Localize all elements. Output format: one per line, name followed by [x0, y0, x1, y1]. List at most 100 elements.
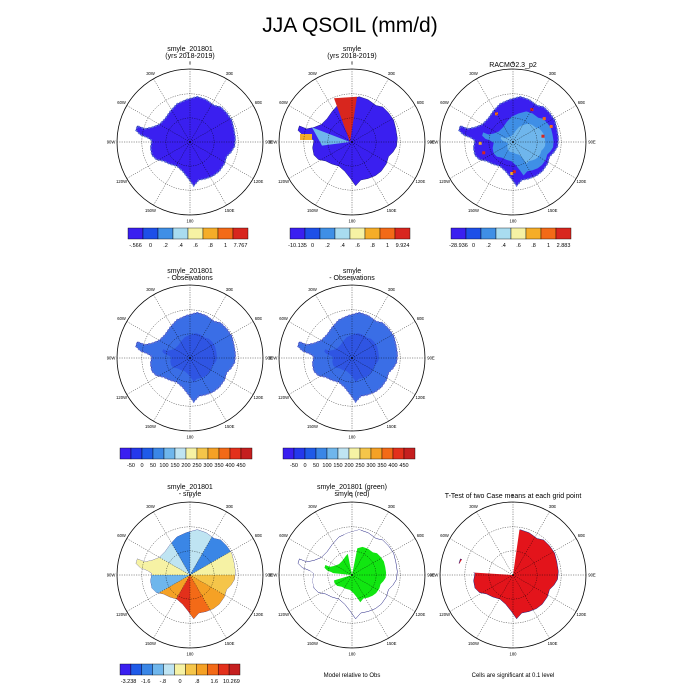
panel-title-line: smyle (red): [334, 491, 370, 498]
longitude-label: 150E: [548, 641, 558, 646]
meridian-line: [351, 511, 389, 576]
colorbar-swatch: [130, 663, 143, 676]
colorbar-tick-label: 350: [214, 463, 223, 469]
meridian-line: [449, 141, 514, 179]
meridian-line: [351, 78, 389, 143]
positive-sector: [334, 96, 357, 142]
colorbar-swatch: [152, 447, 165, 460]
longitude-label: 150E: [387, 641, 397, 646]
colorbar: -50 0 50 100 150 200 250 300 350 400 450: [282, 447, 416, 469]
meridian-line: [351, 141, 389, 206]
longitude-label: 150E: [225, 208, 235, 213]
colorbar-tick-label: 0: [178, 679, 181, 685]
colorbar-swatch: [127, 227, 144, 240]
panel-title-line: smyle_201801: [167, 46, 213, 53]
graticule: 0 30E 60E 90E 120E 150E 180 150W 120W 90W 60W 30W: [430, 494, 596, 657]
colorbar: -3.238 -1.6 -.8 0 .8 1.6 10.269: [119, 663, 241, 685]
coast-cells: [458, 95, 560, 188]
longitude-label: 60E: [417, 316, 425, 321]
sector-wedge: [190, 529, 236, 575]
antarctica-field: [458, 95, 560, 188]
longitude-label: 150W: [145, 424, 156, 429]
colorbar-swatch: [187, 227, 204, 240]
longitude-label: 60E: [417, 533, 425, 538]
meridian-line: [512, 574, 577, 612]
colorbar-swatch: [196, 663, 208, 676]
longitude-label: 150W: [468, 208, 479, 213]
longitude-label: 120E: [416, 395, 426, 400]
colorbar-swatch: [185, 447, 198, 460]
colorbar-swatch: [207, 663, 219, 676]
meridian-line: [476, 78, 514, 143]
meridian-line: [315, 357, 353, 422]
colorbar-tick-label: -50: [127, 463, 135, 469]
longitude-label: 90E: [427, 356, 435, 361]
colorbar-swatch: [119, 447, 132, 460]
colorbar-swatch: [232, 227, 249, 240]
longitude-label: 150E: [225, 424, 235, 429]
colorbar-tick-label: .8: [195, 679, 200, 685]
colorbar-tick-label: -50: [290, 463, 298, 469]
longitude-label: 90E: [588, 140, 596, 145]
meridian-line: [126, 105, 191, 143]
longitude-label: 0: [351, 494, 354, 499]
colorbar: -10.135 0 .2 .4 .6 .8 1 9.924: [288, 227, 411, 249]
coast-cells: [297, 311, 399, 404]
longitude-label: 120E: [416, 612, 426, 617]
colorbar-tick-label: -.8: [160, 679, 166, 685]
colorbar-swatch: [394, 227, 411, 240]
colorbar-swatch: [293, 447, 306, 460]
longitude-label: 180: [187, 219, 195, 224]
panel-title: smyle - Observations: [329, 268, 375, 282]
meridian-line: [126, 574, 191, 612]
antarctica-field: [297, 311, 399, 404]
meridian-line: [126, 357, 191, 395]
graticule: 0 30E 60E 90E 120E 150E 180 150W 120W 90W 60W 30W: [430, 61, 596, 224]
graticule: 0 30E 60E 90E 120E 150E 180 150W 120W 90W 60W 30W: [107, 277, 273, 440]
panel-title-line: smyle: [342, 268, 362, 275]
longitude-label: 0: [189, 277, 192, 282]
meridian-line: [449, 105, 514, 143]
panel-title-line: - Observations: [167, 275, 213, 282]
longitude-label: 0: [351, 61, 354, 66]
panel-title: smyle_201801- smyle: [167, 484, 213, 498]
sector-wedge: [190, 538, 236, 575]
colorbar-tick-label: .4: [340, 243, 345, 249]
longitude-label: 60E: [255, 316, 263, 321]
meridian-line: [189, 538, 254, 576]
panel-title-line: smyle_201801: [167, 268, 213, 275]
colorbar-tick-label: 0: [140, 463, 143, 469]
meridian-line: [153, 511, 191, 576]
colorbar-swatch: [196, 447, 209, 460]
colorbar-swatch: [163, 447, 176, 460]
meridian-line: [189, 321, 254, 359]
meridian-line: [189, 78, 227, 143]
longitude-label: 90W: [269, 573, 278, 578]
grid-cell: [530, 108, 534, 112]
colorbar-swatch: [289, 227, 306, 240]
panel-title: smyle_201801- Observations: [167, 268, 213, 282]
coast-cells: [135, 311, 237, 404]
colorbar-swatch: [326, 447, 339, 460]
longitude-label: 60W: [117, 533, 126, 538]
meridian-line: [189, 574, 254, 612]
colorbar-swatch: [403, 447, 416, 460]
colorbar-tick-label: 10.269: [223, 679, 240, 685]
meridian-line: [512, 141, 577, 179]
meridian-line: [476, 141, 514, 206]
longitude-label: 180: [187, 435, 195, 440]
panel-title-line: RACMO2.3_p2: [489, 62, 537, 69]
colorbar-tick-label: 0: [149, 243, 152, 249]
antarctica-field: [135, 95, 237, 188]
panel-title: smyle (yrs 2018-2019): [327, 46, 376, 60]
colorbar-tick-label: -.566: [129, 243, 142, 249]
meridian-line: [189, 294, 227, 359]
colorbar-swatch: [207, 447, 220, 460]
longitude-label: 150E: [387, 208, 397, 213]
panel-note: Cells are significant at 0.1 level: [471, 673, 555, 679]
colorbar-swatch: [174, 663, 186, 676]
meridian-line: [315, 78, 353, 143]
meridian-line: [153, 357, 191, 422]
longitude-label: 90W: [107, 573, 116, 578]
longitude-label: 60E: [417, 100, 425, 105]
